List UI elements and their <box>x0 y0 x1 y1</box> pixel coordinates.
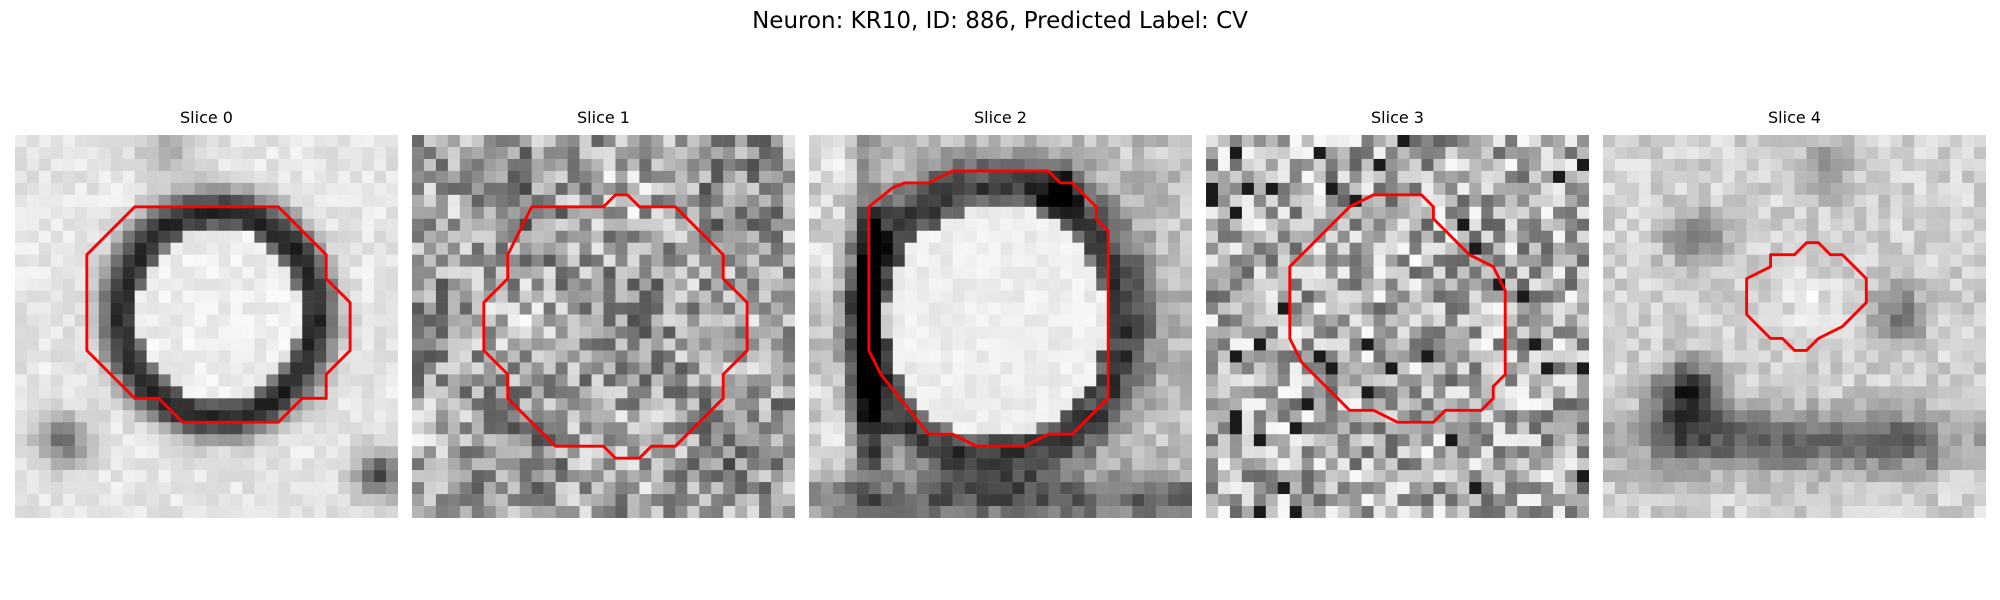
segmentation-contour <box>85 205 352 424</box>
segmentation-contour <box>482 193 749 460</box>
slice-title-1: Slice 1 <box>577 108 630 127</box>
slice-panel-3: Slice 3 <box>1206 108 1589 523</box>
pixel-grid <box>15 135 398 518</box>
segmentation-contour <box>1745 241 1868 352</box>
pixel-grid <box>809 135 1192 518</box>
slice-panel-4: Slice 4 <box>1603 108 1986 523</box>
slice-panel-1: Slice 1 <box>412 108 795 523</box>
slice-panel-0: Slice 0 <box>15 108 398 523</box>
pixel-grid <box>1603 135 1986 518</box>
slice-image-2 <box>809 135 1192 518</box>
slice-image-1 <box>412 135 795 518</box>
slice-title-2: Slice 2 <box>974 108 1027 127</box>
slice-title-4: Slice 4 <box>1768 108 1821 127</box>
slice-title-3: Slice 3 <box>1371 108 1424 127</box>
figure-title: Neuron: KR10, ID: 886, Predicted Label: … <box>752 8 1248 34</box>
slice-panel-2: Slice 2 <box>809 108 1192 523</box>
pixel-grid <box>412 135 795 518</box>
segmentation-contour <box>1288 193 1507 424</box>
pixel-grid <box>1206 135 1589 518</box>
segmentation-contour <box>867 169 1110 448</box>
slice-image-4 <box>1603 135 1986 518</box>
slice-image-3 <box>1206 135 1589 518</box>
slice-title-0: Slice 0 <box>180 108 233 127</box>
slice-image-0 <box>15 135 398 518</box>
